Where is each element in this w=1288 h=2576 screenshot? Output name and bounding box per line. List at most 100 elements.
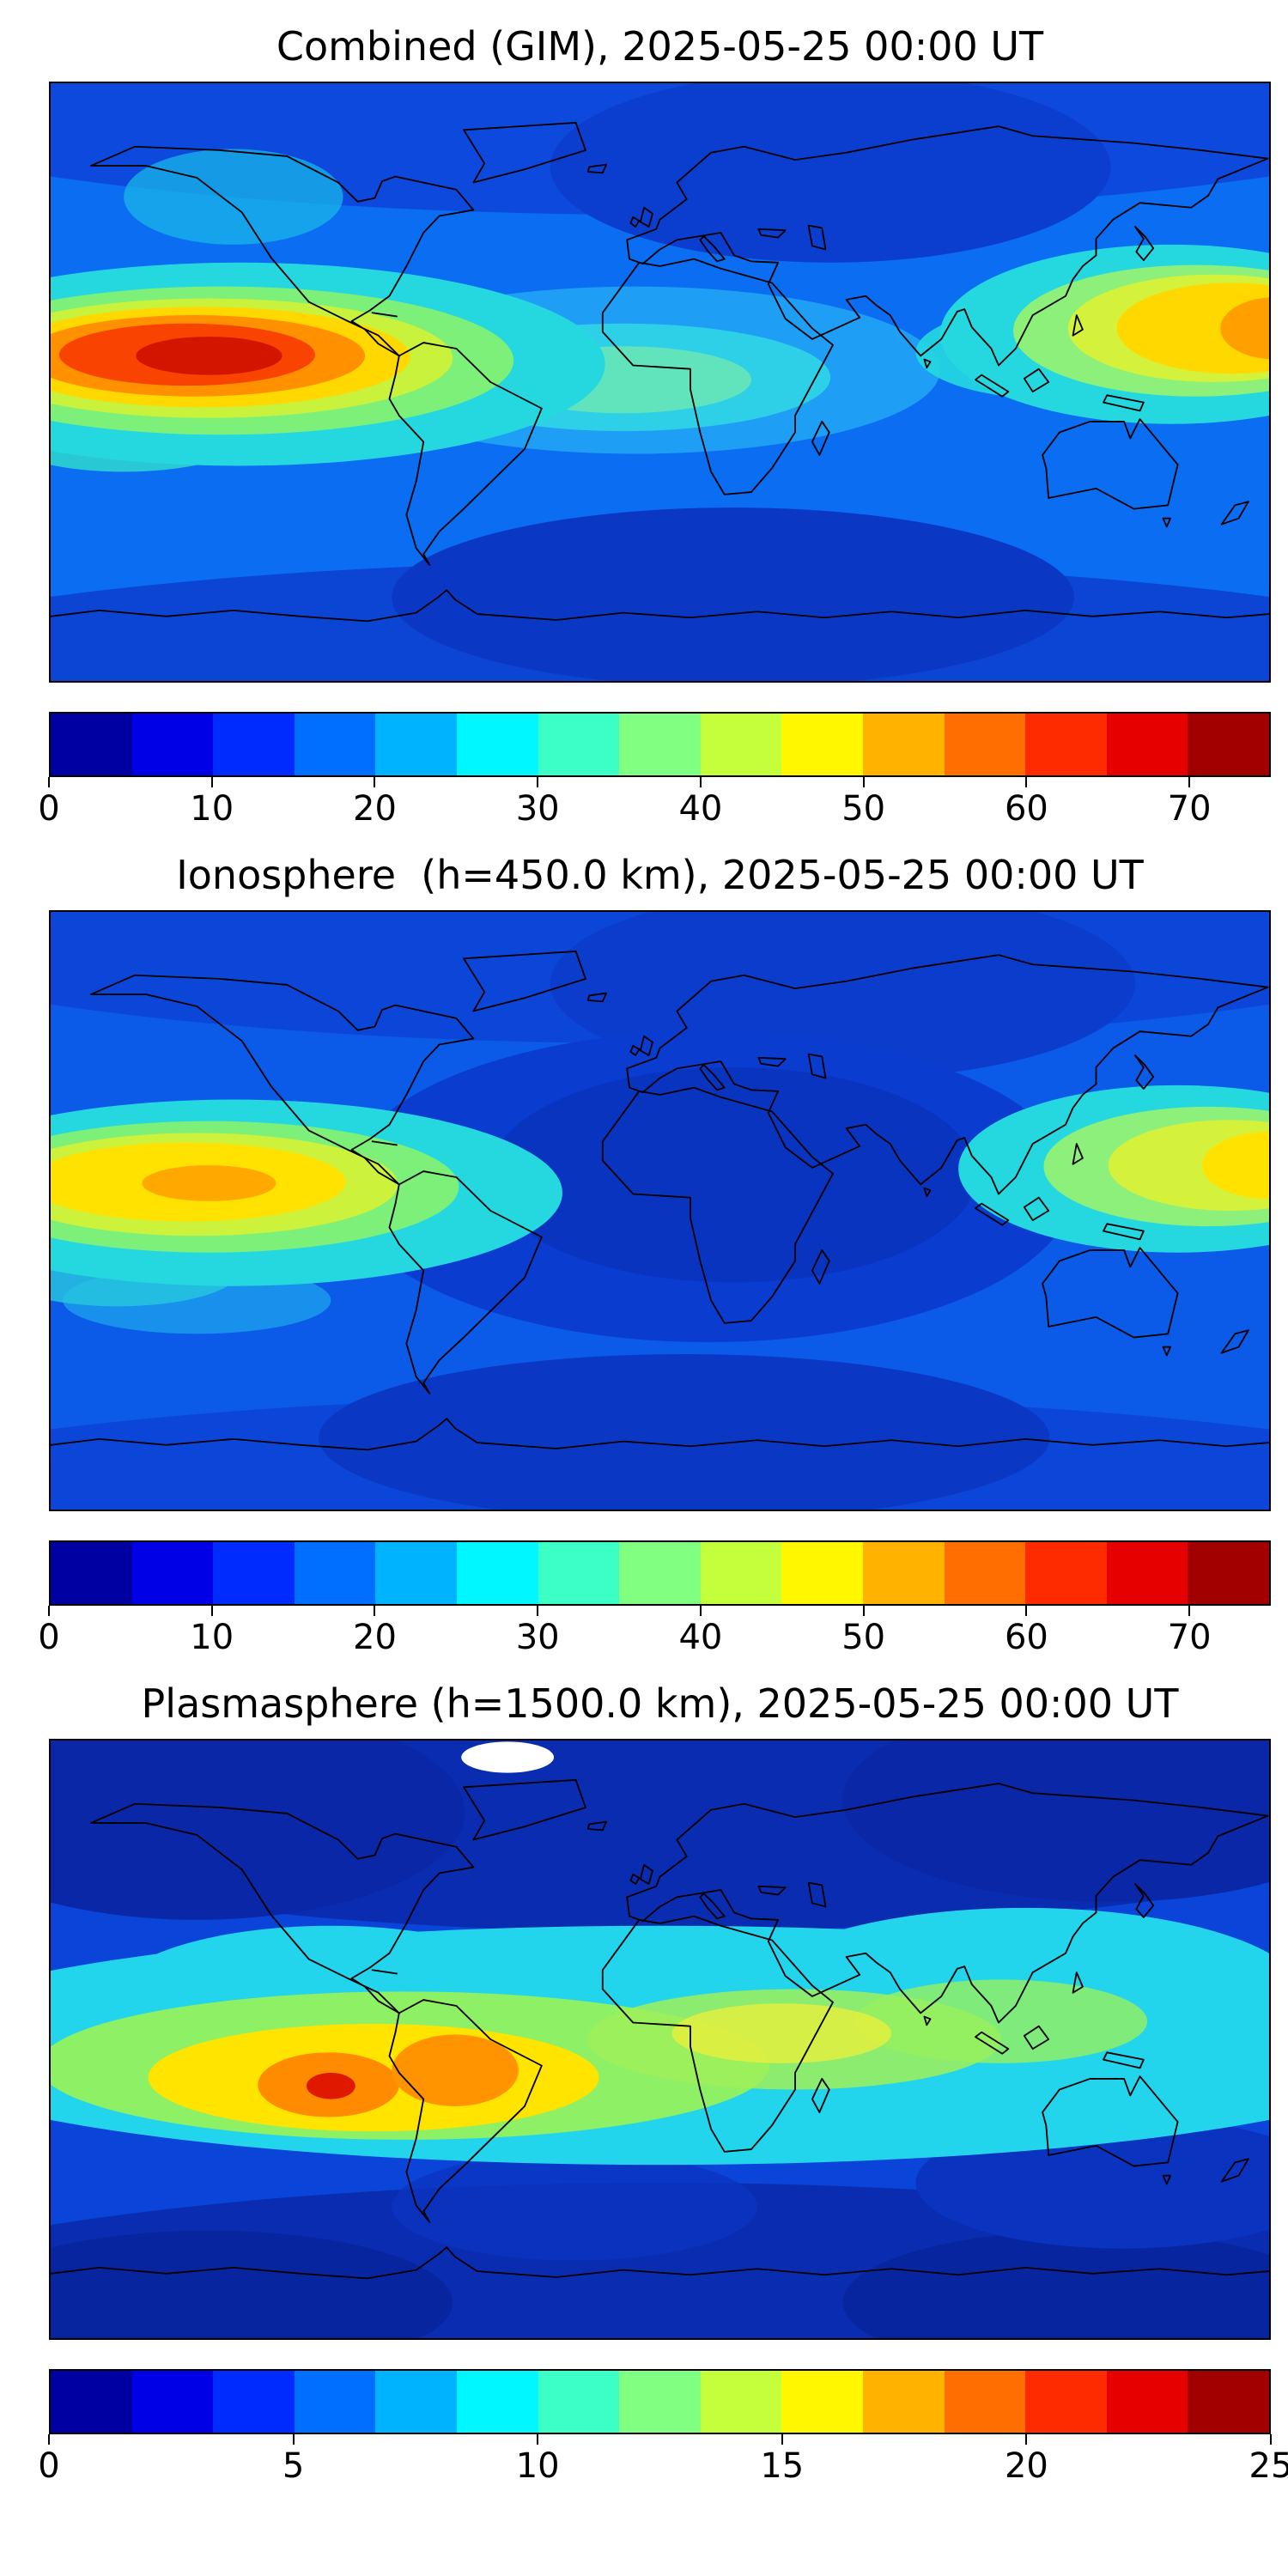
colorbar-segment (294, 713, 376, 775)
colorbar-tick-label: 0 (38, 788, 60, 829)
colorbar-tick-mark (1025, 1605, 1028, 1616)
colorbar-tick-label: 25 (1249, 2445, 1288, 2486)
colorbar-segment (1106, 1541, 1188, 1604)
heat-field-combined (51, 82, 1269, 681)
colorbar-tick-label: 5 (282, 2445, 305, 2486)
colorbar-ticks-combined: 0 10 20 30 40 50 60 70 (38, 776, 1271, 834)
map-ionosphere (49, 909, 1271, 1511)
colorbar-tick-label: 15 (760, 2445, 805, 2486)
colorbar-segment (375, 713, 457, 775)
colorbar-tick-mark (699, 1605, 702, 1616)
colorbar-tick-mark (292, 2433, 295, 2445)
colorbar-segment (700, 1541, 782, 1604)
colorbar-segment (51, 2370, 132, 2433)
colorbar-segment (944, 713, 1026, 775)
colorbar-tick-mark (781, 2433, 783, 2445)
colorbar-segment (1025, 2370, 1107, 2433)
colorbar-segment (619, 2370, 701, 2433)
colorbar-tick-label: 60 (1004, 788, 1048, 829)
colorbar-plasmasphere (49, 2368, 1271, 2434)
colorbar-ticks-ionosphere: 0 10 20 30 40 50 60 70 (38, 1605, 1271, 1662)
colorbar-segment (1106, 713, 1188, 775)
colorbar-segment (538, 1541, 620, 1604)
colorbar-segment (294, 1541, 376, 1604)
colorbar-tick-label: 10 (190, 788, 234, 829)
colorbar-segment (781, 713, 863, 775)
colorbar-tick-mark (374, 776, 376, 787)
figure-page: Combined (GIM), 2025-05-25 00:00 UT (38, 5, 1288, 2491)
colorbar-tick-mark (537, 1605, 539, 1616)
colorbar-tick-label: 20 (353, 1617, 397, 1657)
colorbar-segment (375, 1541, 457, 1604)
colorbar-tick-mark (210, 776, 213, 787)
panel-ionosphere: Ionosphere (h=450.0 km), 2025-05-25 00:0… (38, 834, 1271, 1662)
colorbar-segment (213, 2370, 295, 2433)
colorbar-tick-label: 40 (678, 788, 723, 829)
colorbar-segment (862, 2370, 945, 2433)
colorbar-segment (1188, 713, 1269, 775)
colorbar-segment (1188, 2370, 1269, 2433)
colorbar-ionosphere (49, 1540, 1271, 1606)
colorbar-segment (375, 2370, 457, 2433)
heat-field-ionosphere (51, 911, 1269, 1510)
colorbar-tick-label: 20 (1004, 2445, 1048, 2486)
colorbar-segment (619, 1541, 701, 1604)
colorbar-tick-mark (48, 1605, 50, 1616)
colorbar-segment (862, 1541, 945, 1604)
map-svg-ionosphere (51, 911, 1269, 1510)
map-svg-plasmasphere (51, 1740, 1269, 2338)
hotspot-plasmasphere-south-america (392, 2034, 519, 2106)
colorbar-tick-mark (537, 776, 539, 787)
hotspot-combined-japan (1116, 283, 1269, 374)
colorbar-tick-label: 30 (515, 788, 560, 829)
colorbar-tick-mark (1188, 776, 1191, 787)
colorbar-tick-mark (48, 776, 50, 787)
colorbar-tick-label: 60 (1004, 1617, 1048, 1657)
colorbar-segment (456, 1541, 538, 1604)
colorbar-segment (213, 713, 295, 775)
colorbar-tick-mark (862, 776, 865, 787)
colorbar-tick-mark (374, 1605, 376, 1616)
hotspot-ionosphere-japan (1201, 1131, 1269, 1199)
colorbar-segment (1025, 713, 1107, 775)
colorbar-ticks-plasmasphere: 0 5 10 15 20 25 (38, 2433, 1288, 2491)
colorbar-segment (700, 713, 782, 775)
panel-title-ionosphere: Ionosphere (h=450.0 km), 2025-05-25 00:0… (176, 851, 1144, 898)
colorbar-segment (51, 713, 132, 775)
colorbar-tick-mark (1025, 776, 1028, 787)
colorbar-tick-mark (210, 1605, 213, 1616)
colorbar-tick-label: 50 (841, 1617, 886, 1657)
colorbar-segment (456, 713, 538, 775)
panel-combined: Combined (GIM), 2025-05-25 00:00 UT (38, 5, 1271, 834)
colorbar-tick-label: 0 (38, 1617, 60, 1657)
colorbar-segment (294, 2370, 376, 2433)
colorbar-tick-mark (537, 2433, 539, 2445)
map-plasmasphere (49, 1738, 1271, 2340)
colorbar-segment (944, 2370, 1026, 2433)
colorbar-segment (1188, 1541, 1269, 1604)
map-combined (49, 81, 1271, 683)
colorbar-tick-mark (1188, 1605, 1191, 1616)
panel-plasmasphere: Plasmasphere (h=1500.0 km), 2025-05-25 0… (38, 1662, 1288, 2491)
colorbar-segment (619, 713, 701, 775)
colorbar-segment (781, 2370, 863, 2433)
colorbar-tick-label: 70 (1167, 1617, 1212, 1657)
colorbar-tick-label: 70 (1167, 788, 1212, 829)
colorbar-tick-label: 10 (190, 1617, 234, 1657)
colorbar-segment (51, 1541, 132, 1604)
colorbar-segment (1106, 2370, 1188, 2433)
panel-title-combined: Combined (GIM), 2025-05-25 00:00 UT (276, 23, 1044, 70)
colorbar-tick-label: 10 (515, 2445, 560, 2486)
colorbar-segment (862, 713, 945, 775)
colorbar-segment (131, 1541, 214, 1604)
colorbar-segment (131, 2370, 214, 2433)
colorbar-segment (538, 713, 620, 775)
no-data-patch (461, 1741, 555, 1773)
colorbar-combined (49, 711, 1271, 777)
colorbar-tick-mark (699, 776, 702, 787)
colorbar-segment (944, 1541, 1026, 1604)
colorbar-tick-mark (862, 1605, 865, 1616)
colorbar-tick-label: 0 (38, 2445, 60, 2486)
colorbar-tick-label: 20 (353, 788, 397, 829)
colorbar-segment (213, 1541, 295, 1604)
